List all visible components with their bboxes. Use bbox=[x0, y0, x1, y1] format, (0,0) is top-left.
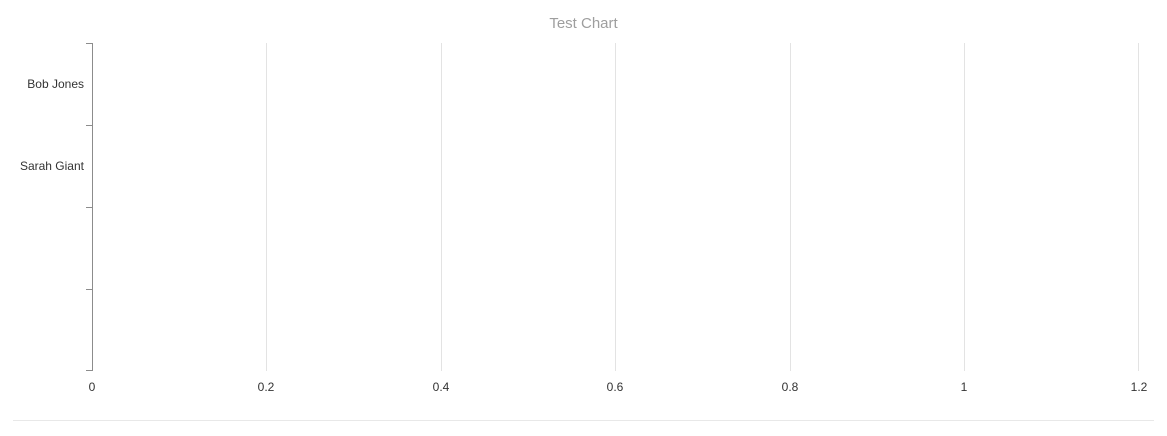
y-axis-line bbox=[92, 43, 93, 371]
gridline-0.8 bbox=[790, 43, 791, 371]
y-axis-tick bbox=[86, 125, 92, 126]
x-axis-label-0.2: 0.2 bbox=[257, 380, 275, 394]
y-axis-label-bob-jones: Bob Jones bbox=[27, 77, 84, 91]
gridline-0.6 bbox=[615, 43, 616, 371]
gridline-1.2 bbox=[1138, 43, 1139, 371]
chart-title: Test Chart bbox=[549, 15, 618, 32]
x-axis-label-0.4: 0.4 bbox=[432, 380, 450, 394]
gridline-1 bbox=[964, 43, 965, 371]
gridline-0.2 bbox=[266, 43, 267, 371]
y-axis-tick bbox=[86, 370, 92, 371]
y-axis-label-sarah-giant: Sarah Giant bbox=[19, 159, 84, 173]
y-axis-tick bbox=[86, 289, 92, 290]
divider bbox=[13, 420, 1154, 421]
x-axis-label-0.6: 0.6 bbox=[606, 380, 624, 394]
x-axis-label-0: 0 bbox=[88, 380, 96, 394]
gridline-0.4 bbox=[441, 43, 442, 371]
plot-area bbox=[92, 43, 1139, 371]
x-axis-label-1: 1 bbox=[960, 380, 968, 394]
y-axis-tick bbox=[86, 43, 92, 44]
y-axis-tick bbox=[86, 207, 92, 208]
x-axis-label-1.2: 1.2 bbox=[1130, 380, 1148, 394]
x-axis-label-0.8: 0.8 bbox=[781, 380, 799, 394]
